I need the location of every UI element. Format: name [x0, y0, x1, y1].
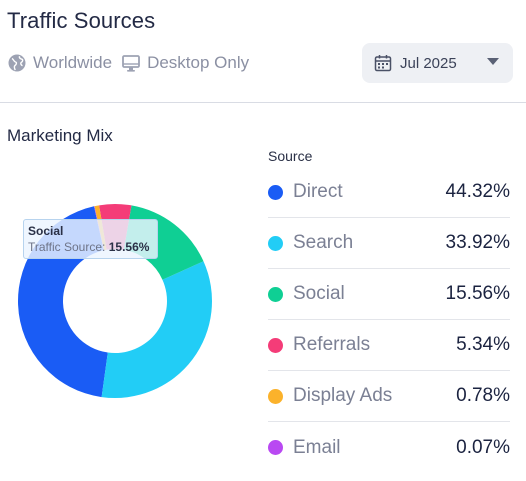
globe-icon [7, 53, 27, 73]
page-title: Traffic Sources [7, 8, 156, 33]
donut-slice-search[interactable] [101, 261, 212, 398]
legend-dot-icon [268, 440, 283, 455]
legend-item-value: 33.92% [445, 232, 510, 253]
date-select-value: Jul 2025 [400, 54, 457, 72]
legend-item-value: 44.32% [445, 181, 510, 202]
source-legend: Direct 44.32% Search 33.92% Social 15.56% Refe… [268, 167, 510, 473]
legend-item-value: 0.78% [456, 385, 510, 406]
divider [0, 102, 526, 103]
legend-item-label: Display Ads [293, 385, 393, 406]
tooltip-value: 15.56% [108, 240, 150, 254]
chart-tooltip: Social Traffic Source: 15.56% [23, 219, 158, 259]
filter-bar: Worldwide Desktop Only [7, 52, 249, 74]
device-filter[interactable]: Desktop Only [121, 53, 249, 73]
legend-item-label: Email [293, 436, 341, 458]
legend-item-label: Social [293, 283, 345, 304]
tooltip-series-name: Social [28, 224, 64, 238]
legend-dot-icon [268, 286, 283, 302]
tooltip-label: Traffic Source: [28, 240, 106, 254]
legend-item[interactable]: Direct 44.32% [268, 167, 510, 218]
legend-item[interactable]: Search 33.92% [268, 218, 510, 269]
legend-dot-icon [268, 337, 283, 353]
legend-header: Source [268, 148, 313, 164]
legend-item-label: Search [293, 232, 354, 253]
legend-item-value: 15.56% [445, 283, 510, 304]
legend-dot-icon [268, 388, 283, 404]
legend-dot-icon [268, 184, 283, 200]
legend-item[interactable]: Email 0.07% [268, 422, 510, 473]
legend-item-label: Direct [293, 181, 343, 202]
calendar-icon [374, 54, 392, 72]
monitor-icon [121, 53, 141, 73]
legend-item[interactable]: Referrals 5.34% [268, 320, 510, 371]
legend-item-value: 0.07% [456, 436, 510, 458]
legend-dot-icon [268, 235, 283, 251]
legend-item-value: 5.34% [456, 334, 510, 355]
chevron-down-icon [487, 58, 499, 65]
region-filter[interactable]: Worldwide [7, 53, 112, 73]
section-title: Marketing Mix [7, 126, 113, 145]
legend-item[interactable]: Social 15.56% [268, 269, 510, 320]
region-filter-label: Worldwide [33, 53, 113, 72]
legend-item[interactable]: Display Ads 0.78% [268, 371, 510, 422]
date-select[interactable]: Jul 2025 [362, 43, 513, 83]
device-filter-label: Desktop Only [147, 53, 250, 72]
legend-item-label: Referrals [293, 334, 371, 355]
